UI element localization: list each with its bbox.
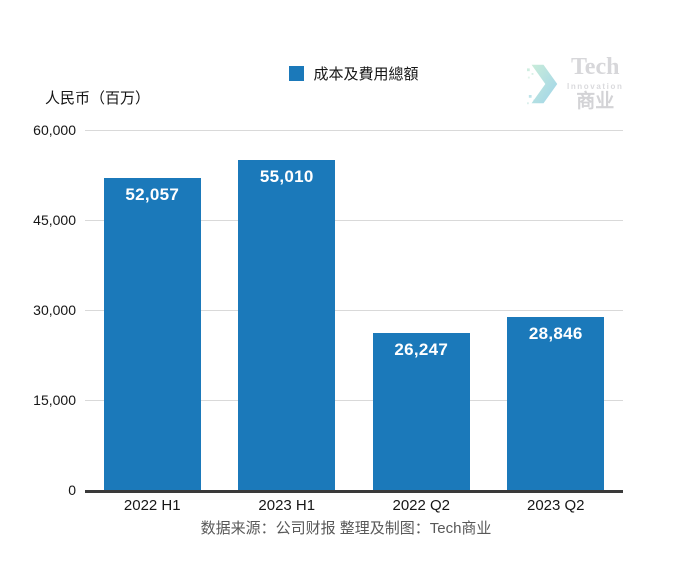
logo-innovation-text: Innovation bbox=[567, 82, 624, 91]
bar-3: 28,846 bbox=[507, 316, 605, 490]
logo-tech-text: Tech bbox=[570, 54, 620, 80]
chevron-right-icon bbox=[527, 64, 558, 105]
y-tick-label: 30,000 bbox=[33, 302, 76, 318]
y-axis-ticks: 0 15,000 30,000 45,000 60,000 bbox=[0, 122, 76, 498]
y-tick-label: 60,000 bbox=[33, 122, 76, 138]
x-tick-label: 2023 Q2 bbox=[526, 497, 585, 514]
legend: 成本及費用總額 bbox=[85, 63, 623, 84]
x-tick-label: 2022 H1 bbox=[123, 497, 181, 514]
legend-label: 成本及費用總額 bbox=[313, 66, 419, 83]
x-axis-labels: 2022 H1 2023 H1 2022 Q2 2023 Q2 bbox=[85, 497, 623, 517]
x-tick-label: 2023 H1 bbox=[258, 497, 316, 514]
logo-cjk-text: 商业 bbox=[576, 91, 615, 112]
logo-text-block: Tech Innovation 商业 bbox=[567, 55, 623, 113]
y-tick-label: 15,000 bbox=[33, 392, 76, 408]
bar-value-label: 55,010 bbox=[259, 166, 314, 186]
y-tick-label: 0 bbox=[68, 482, 76, 498]
plot-area: 52,057 55,010 26,247 28,846 bbox=[85, 130, 623, 493]
bar-value-label: 52,057 bbox=[125, 184, 180, 204]
x-tick-label: 2022 Q2 bbox=[392, 497, 451, 514]
legend-color-swatch bbox=[289, 66, 305, 81]
bar-1: 55,010 bbox=[238, 159, 336, 490]
bar-value-label: 26,247 bbox=[394, 339, 449, 359]
y-axis-title: 人民币（百万） bbox=[45, 90, 151, 107]
brand-logo: Tech Innovation 商业 bbox=[527, 55, 623, 113]
bar-0: 52,057 bbox=[103, 177, 201, 490]
source-credit-text: 数据来源：公司财报 整理及制图：Tech商业 bbox=[200, 520, 492, 537]
gridline bbox=[85, 130, 623, 131]
bar-value-label: 28,846 bbox=[528, 323, 583, 343]
gridline bbox=[85, 310, 623, 311]
gridline bbox=[85, 220, 623, 221]
bar-2: 26,247 bbox=[372, 332, 470, 490]
gridline bbox=[85, 400, 623, 401]
y-tick-label: 45,000 bbox=[33, 212, 76, 228]
